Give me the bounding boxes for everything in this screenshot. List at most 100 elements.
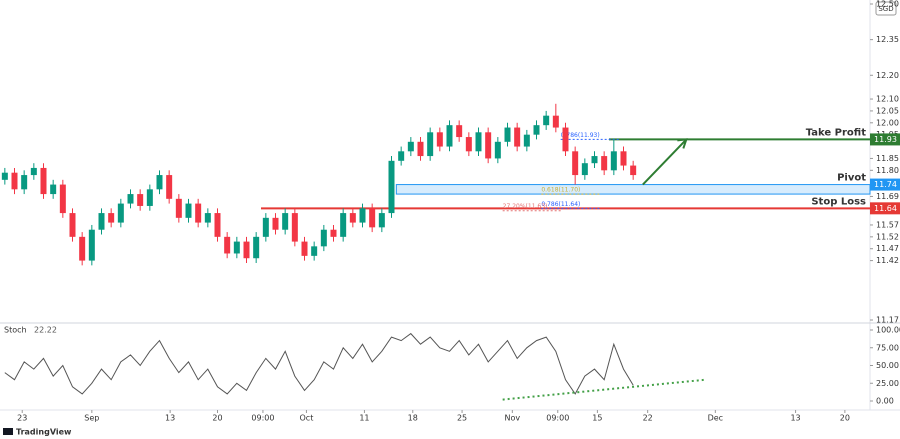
candle-body — [166, 175, 173, 199]
candle-body — [378, 213, 385, 228]
x-tick-label: 25 — [457, 414, 467, 423]
x-tick-label: 23 — [17, 414, 27, 423]
candle-body — [533, 125, 540, 135]
candle-body — [156, 175, 163, 190]
candle-body — [523, 134, 530, 147]
candle-body — [543, 115, 550, 126]
x-tick-label: 13 — [165, 414, 175, 423]
candle-body — [291, 213, 298, 242]
candle-body — [175, 198, 182, 218]
candle-body — [224, 236, 231, 254]
candle-body — [311, 246, 318, 256]
candle-body — [214, 213, 221, 237]
price-tag-label: 11.93 — [874, 135, 897, 144]
candle-body — [398, 151, 405, 161]
candle-body — [427, 132, 434, 157]
candle-body — [446, 125, 453, 147]
stoch-tick-label: 100.00 — [876, 326, 900, 335]
candle-body — [137, 194, 144, 206]
candle-body — [195, 203, 202, 223]
y-tick-label: 11.42 — [876, 256, 899, 265]
x-tick-label: Dec — [708, 414, 723, 423]
candle-body — [504, 127, 511, 142]
candle-body — [253, 236, 260, 259]
x-tick-label: 13 — [790, 414, 800, 423]
price-tag — [870, 178, 900, 191]
x-tick-label: 09:00 — [546, 414, 569, 423]
price-tag-label: 11.64 — [874, 204, 897, 213]
price-tag — [870, 133, 900, 146]
candle-body — [301, 241, 308, 256]
level-name: Stop Loss — [811, 196, 866, 207]
y-tick-label: 12.05 — [876, 106, 899, 115]
candle-body — [262, 217, 269, 237]
brand: TradingView — [16, 428, 72, 437]
candle-body — [146, 189, 153, 206]
candle-body — [185, 203, 192, 218]
candle-body — [330, 229, 337, 237]
candle-body — [88, 229, 95, 261]
candle-body — [282, 213, 289, 230]
candle-body — [79, 236, 86, 261]
y-tick-label: 11.85 — [876, 154, 899, 163]
x-tick-label: 18 — [408, 414, 418, 423]
candle-body — [562, 127, 569, 152]
x-tick-label: Sep — [84, 414, 99, 423]
y-tick-label: 11.52 — [876, 232, 899, 241]
stoch-trendline — [502, 378, 706, 401]
stoch-tick-label: 50.00 — [876, 361, 899, 370]
stoch-value: 22.22 — [34, 326, 57, 335]
candle-body — [610, 151, 617, 171]
candle-body — [349, 213, 356, 223]
arrow-head — [677, 138, 688, 149]
candle-body — [514, 127, 521, 147]
candle-body — [485, 132, 492, 159]
fib-label: 0.618(11.70) — [541, 187, 580, 194]
pivot-zone — [395, 184, 871, 195]
candle-body — [552, 115, 559, 128]
y-tick-label: 11.69 — [876, 192, 899, 201]
fib-label: 0.786(11.64) — [541, 201, 580, 208]
candle-body — [108, 213, 115, 223]
candle-body — [30, 167, 37, 176]
candle-body — [630, 165, 637, 176]
candle-body — [436, 132, 443, 147]
candle-body — [98, 213, 105, 230]
candle-body — [417, 141, 424, 157]
level-name: Pivot — [837, 173, 866, 184]
candle-body — [11, 172, 18, 190]
candle-body — [204, 213, 211, 223]
candle-body — [620, 151, 627, 166]
stoch-name: Stoch — [4, 326, 27, 335]
x-tick-label: Nov — [505, 414, 521, 423]
candle-body — [388, 160, 395, 214]
y-tick-label: 12.00 — [876, 118, 899, 127]
fib-label: 0.786(11.93) — [561, 132, 600, 139]
candle-body — [21, 175, 28, 190]
x-tick-label: Oct — [300, 414, 314, 423]
candle-body — [40, 167, 47, 195]
candle-body — [494, 141, 501, 159]
y-tick-label: 12.50 — [876, 0, 899, 9]
fib-label: 27.20%(11.63) — [503, 203, 548, 210]
candle-body — [340, 213, 347, 237]
candle-body — [117, 203, 124, 223]
candle-body — [359, 208, 366, 223]
y-tick-label: 11.17 — [876, 316, 899, 325]
arrow — [642, 138, 688, 186]
y-tick-label: 12.10 — [876, 95, 899, 104]
candle-body — [243, 241, 250, 259]
candle-body — [59, 184, 66, 214]
x-tick-label: 15 — [592, 414, 602, 423]
candle-body — [1, 172, 8, 180]
candle-body — [465, 137, 472, 152]
y-tick-label: 11.80 — [876, 166, 899, 175]
candle-body — [581, 163, 588, 176]
candle-body — [572, 151, 579, 176]
price-tag-label: 11.74 — [874, 180, 897, 189]
stoch-tick-label: 0.00 — [876, 397, 894, 406]
candle-body — [272, 217, 279, 230]
